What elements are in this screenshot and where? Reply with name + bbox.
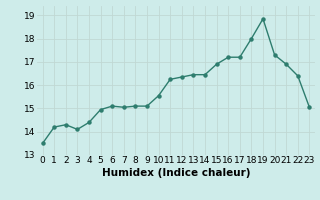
X-axis label: Humidex (Indice chaleur): Humidex (Indice chaleur) [102,168,250,178]
